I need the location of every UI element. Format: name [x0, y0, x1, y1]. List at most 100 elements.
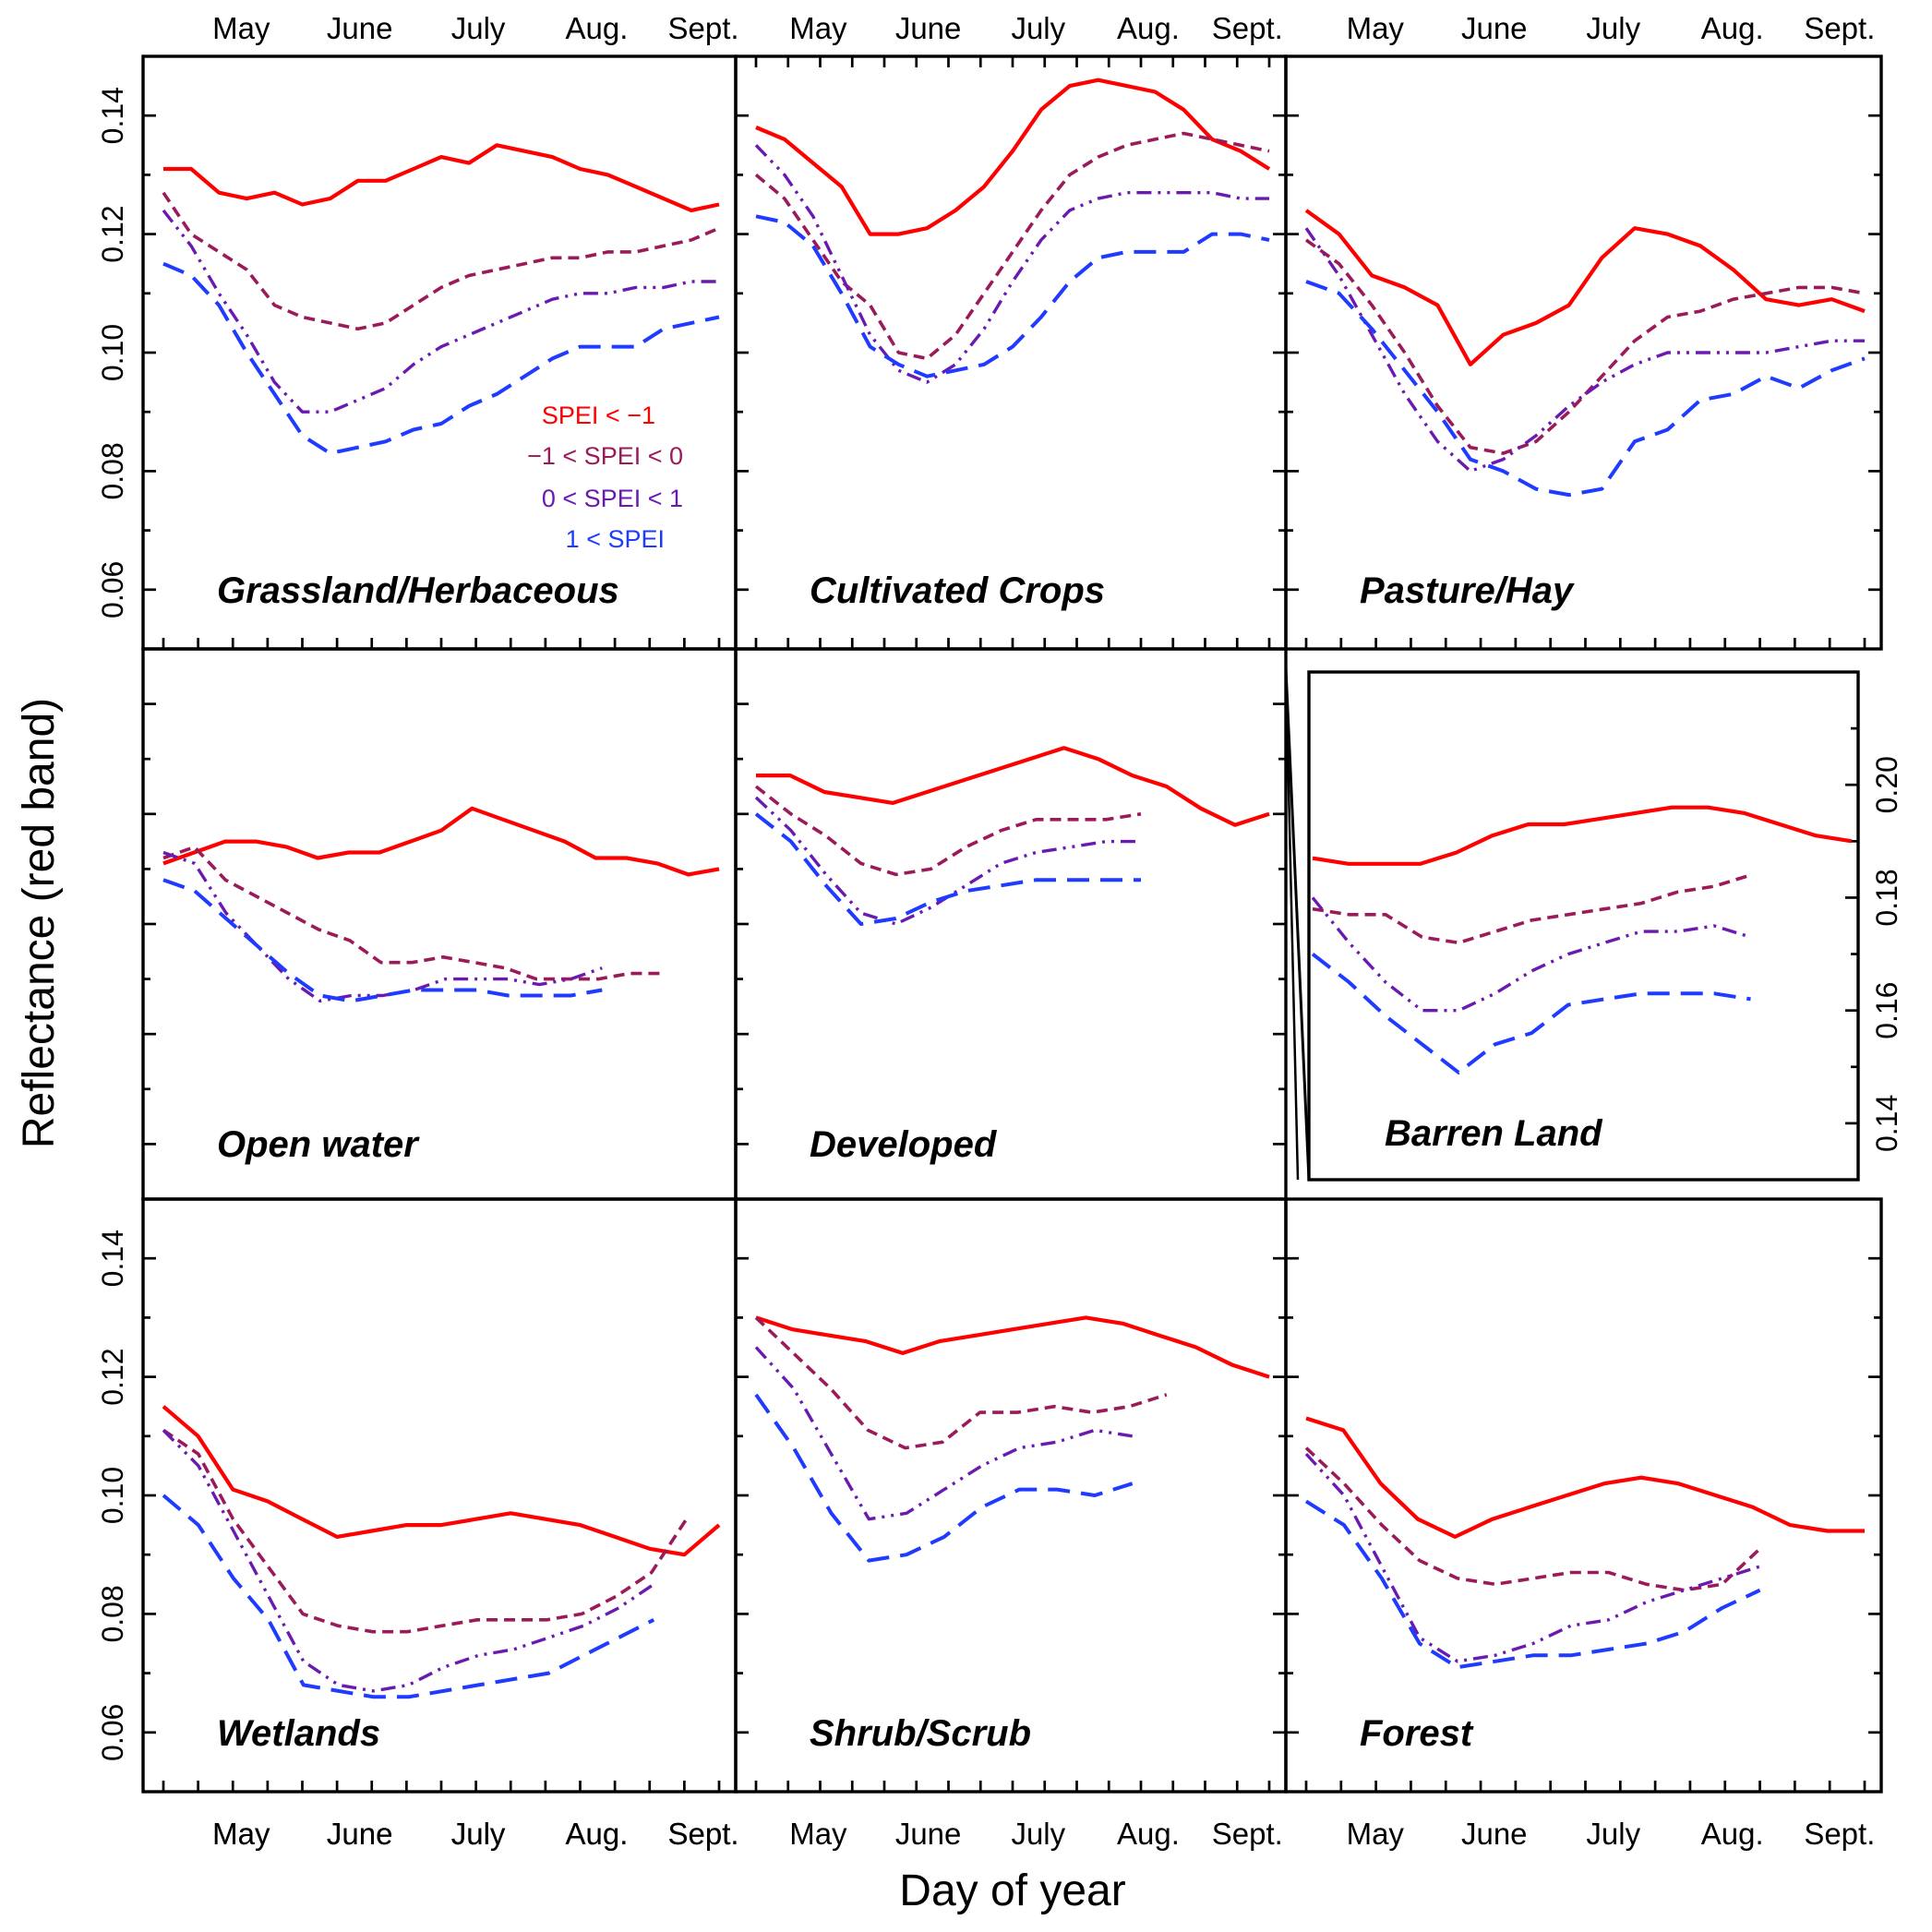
series-line-2: [754, 785, 1142, 877]
month-label: June: [895, 11, 962, 45]
panel-frame: [141, 54, 738, 651]
panel-frame: [734, 54, 1288, 651]
y-tick-label: 0.10: [96, 1467, 129, 1524]
series-line-3: [162, 209, 719, 414]
series-line-3: [1311, 896, 1752, 1013]
month-label: June: [327, 11, 393, 45]
month-label: July: [451, 1817, 506, 1851]
panel-pasture-hay: May June July Aug. Sept. Pasture/Hay: [1284, 11, 1883, 651]
series-line-1: [163, 143, 720, 212]
panel-title: Shrub/Scrub: [810, 1713, 1031, 1754]
month-label: May: [789, 11, 847, 45]
series-line-3: [1304, 227, 1865, 474]
series-line-1: [1304, 209, 1866, 366]
panel-title: Pasture/Hay: [1360, 570, 1575, 611]
series-line-1: [162, 806, 720, 877]
panels-group: 0.06 0.08 0.10 0.12 0.14 May June July Aug. Sept.…: [96, 11, 1903, 1851]
month-label: July: [451, 11, 506, 45]
series-line-1: [755, 1315, 1270, 1379]
month-label: June: [1461, 11, 1528, 45]
panel-grassland-herbaceous: 0.06 0.08 0.10 0.12 0.14 May June July Aug. Sept.…: [96, 11, 739, 651]
month-label: May: [212, 11, 270, 45]
series-line-2: [754, 1316, 1168, 1450]
series-line-3: [754, 796, 1141, 926]
month-label: Sept.: [1804, 1817, 1875, 1851]
panel-title: Cultivated Crops: [810, 570, 1105, 611]
panel-forest: May June July Aug. Sept. Forest: [1284, 1197, 1883, 1851]
month-label: Sept.: [668, 11, 739, 45]
month-label: July: [1586, 11, 1640, 45]
panel-title: Open water: [217, 1124, 420, 1165]
month-label: July: [1011, 1817, 1065, 1851]
month-label: Sept.: [1212, 11, 1283, 45]
panel-frame: [141, 1197, 738, 1794]
y-tick-label: 0.14: [96, 1230, 129, 1287]
month-label: Aug.: [1117, 1817, 1180, 1851]
panel-shrub-scrub: Shrub/Scrub: [734, 1197, 1288, 1794]
month-label: July: [451, 1817, 506, 1851]
series-line-3: [754, 144, 1269, 384]
series-line-4: [1304, 1499, 1761, 1670]
inset-connector: [1284, 667, 1300, 1181]
y-tick-label: 0.14: [1870, 1095, 1903, 1152]
series-line-3: [754, 1346, 1133, 1521]
series-line-4: [162, 1494, 655, 1699]
month-label: Sept.: [668, 1817, 739, 1851]
panel-cultivated-crops: May June July Aug. Sept. Cultivated Crops: [734, 11, 1288, 651]
legend-entry: 1 < SPEI: [566, 525, 665, 553]
panel-frame: [734, 1197, 1288, 1794]
panel-title: Barren Land: [1385, 1113, 1603, 1154]
series-line-4: [754, 1393, 1134, 1563]
month-label: Aug.: [566, 1817, 629, 1851]
month-label: Aug.: [566, 11, 629, 45]
month-label: Aug.: [1701, 1817, 1764, 1851]
y-tick-label: 0.14: [96, 87, 129, 144]
month-label: June: [1461, 1817, 1528, 1851]
series-line-2: [162, 191, 720, 331]
inset-connector: [1284, 667, 1311, 1181]
y-tick-label: 0.12: [96, 1348, 129, 1405]
legend-entry: 0 < SPEI < 1: [542, 485, 683, 512]
y-tick-label: 0.10: [96, 324, 129, 381]
panel-frame: [1307, 670, 1860, 1182]
series-line-3: [162, 1429, 655, 1693]
series-line-1: [1312, 805, 1853, 866]
month-label: July: [1586, 1817, 1640, 1851]
month-label: Aug.: [1117, 11, 1180, 45]
panel-wetlands: 0.06 0.08 0.10 0.12 0.14 May June July Aug. Sept.…: [96, 1197, 739, 1851]
series-line-3: [162, 850, 603, 1003]
month-label: Sept.: [1212, 1817, 1283, 1851]
series-line-4: [755, 214, 1270, 378]
y-tick-label: 0.06: [96, 1704, 129, 1761]
y-tick-label: 0.18: [1870, 869, 1903, 926]
series-line-4: [1311, 953, 1751, 1074]
panel-barren-land: 0.14 0.16 0.18 0.20 Barren Land: [1284, 667, 1903, 1182]
series-line-4: [1305, 280, 1866, 498]
panel-title: Forest: [1360, 1713, 1474, 1754]
y-tick-label: 0.16: [1870, 982, 1903, 1039]
y-tick-label: 0.08: [96, 1585, 129, 1642]
month-label: Aug.: [1701, 11, 1764, 45]
series-line-4: [162, 261, 720, 456]
month-label: May: [789, 1817, 847, 1851]
x-axis-title: Day of year: [899, 1866, 1125, 1915]
series-line-2: [1304, 1446, 1761, 1592]
month-label: Aug.: [566, 1817, 629, 1851]
panel-title: Wetlands: [217, 1713, 380, 1754]
month-label: June: [895, 1817, 962, 1851]
legend: SPEI < −1 −1 < SPEI < 0 0 < SPEI < 1 1 < SP…: [527, 402, 683, 553]
series-line-1: [1305, 1416, 1865, 1540]
y-tick-label: 0.20: [1870, 756, 1903, 813]
month-label: June: [327, 1817, 393, 1851]
panel-frame: [1284, 54, 1883, 651]
month-label: Sept.: [1804, 11, 1875, 45]
series-line-2: [162, 1428, 689, 1634]
month-label: June: [327, 1817, 393, 1851]
y-axis-title: Reflectance (red band): [15, 698, 64, 1148]
series-line-2: [162, 845, 661, 981]
series-line-3: [1304, 1452, 1761, 1663]
y-tick-label: 0.12: [96, 205, 129, 262]
month-label: July: [1011, 11, 1065, 45]
y-tick-label: 0.06: [96, 561, 129, 618]
month-label: May: [1347, 11, 1405, 45]
